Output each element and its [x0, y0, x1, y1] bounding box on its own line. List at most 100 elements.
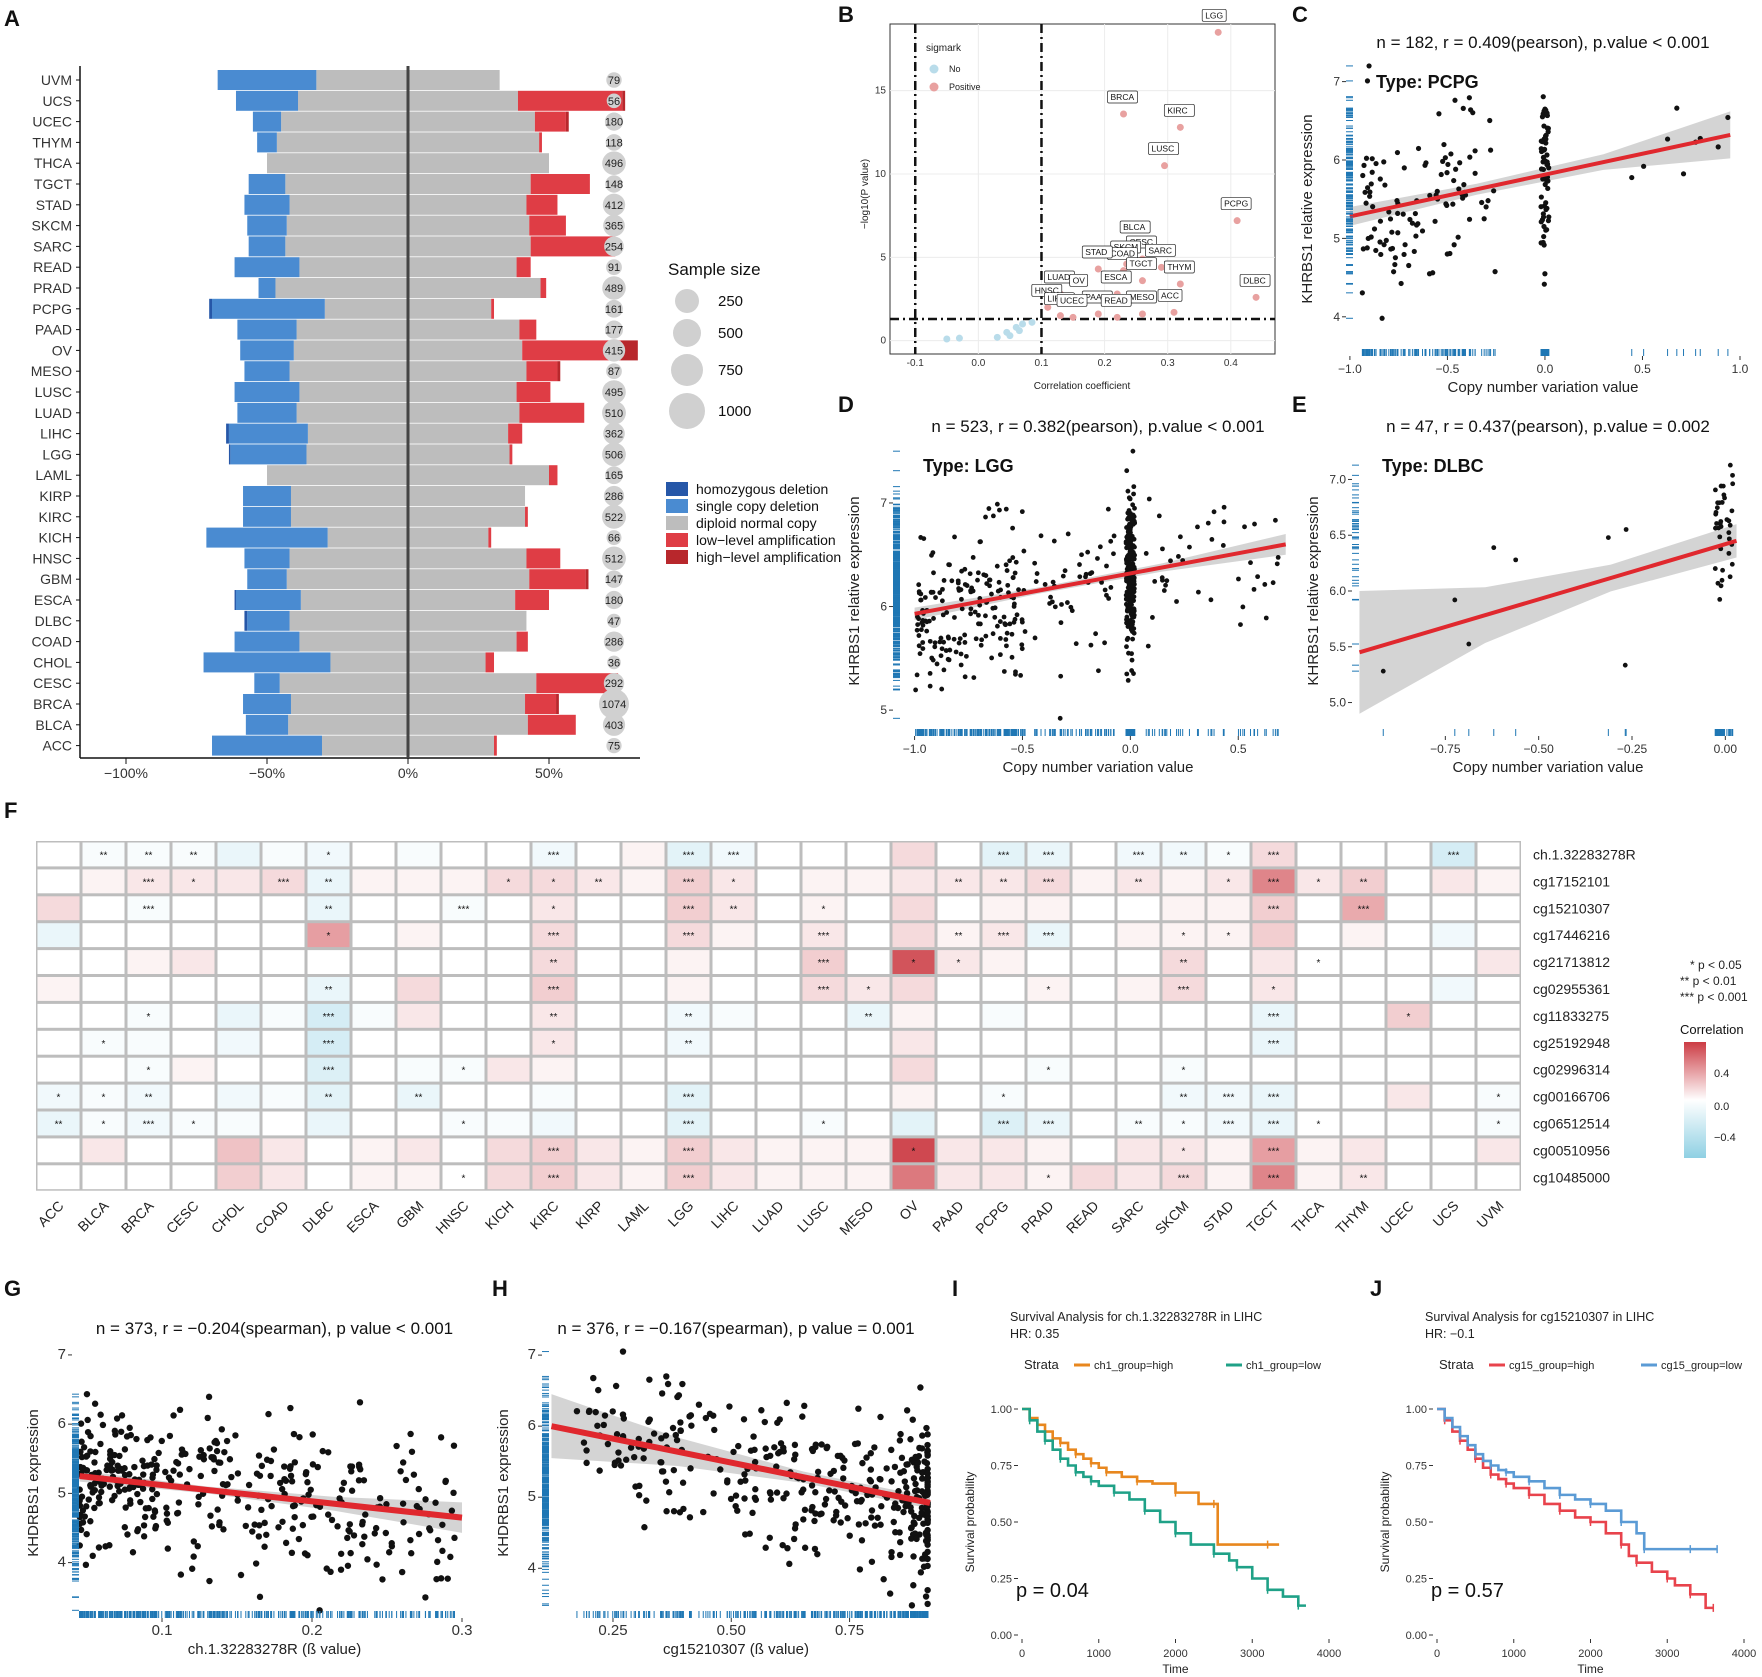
panel-letter-f: F: [4, 798, 17, 823]
f-cell-significance: **: [325, 904, 333, 915]
c-point: [1541, 281, 1547, 287]
h-point: [791, 1525, 799, 1532]
c-point: [1440, 158, 1446, 164]
c-point: [1377, 218, 1384, 224]
panel-a-cnv-bar-chart: UVMUCSUCECTHYMTHCATGCTSTADSKCMSARCREADPR…: [31, 66, 841, 781]
c-point: [1545, 129, 1551, 135]
f-cell: [1387, 1003, 1430, 1028]
f-cell: [1477, 1084, 1520, 1109]
f-cell: [532, 1003, 575, 1028]
d-point: [921, 536, 927, 542]
f-cell: [757, 1084, 800, 1109]
g-point: [261, 1543, 268, 1550]
d-point: [1252, 521, 1257, 527]
f-cell-significance: *: [822, 1119, 826, 1130]
h-point: [859, 1459, 866, 1467]
h-point: [809, 1503, 816, 1511]
f-cell: [397, 950, 440, 974]
h-point: [726, 1403, 733, 1410]
d-point: [1129, 657, 1135, 663]
f-cell: [307, 842, 350, 867]
g-point: [111, 1492, 118, 1500]
f-cell: [442, 977, 485, 1001]
d-point: [941, 578, 947, 583]
panel-letter-e: E: [1292, 392, 1307, 417]
f-cell: [757, 1138, 800, 1163]
h-point: [751, 1494, 759, 1502]
f-cell: [442, 950, 485, 974]
f-cell-significance: ***: [683, 1093, 695, 1104]
d-point: [1129, 519, 1135, 525]
a-size-legend-label: 750: [718, 362, 743, 379]
c-x-tick-label: −0.5: [1436, 362, 1460, 376]
g-point: [385, 1549, 393, 1556]
b-legend-key-positive: [929, 82, 939, 92]
g-point: [149, 1495, 156, 1503]
c-point: [1544, 227, 1550, 233]
d-point: [1042, 582, 1048, 587]
h-point: [780, 1494, 787, 1502]
g-point: [197, 1472, 205, 1480]
d-point: [1127, 599, 1133, 605]
h-point: [615, 1457, 622, 1464]
g-point: [176, 1471, 183, 1478]
f-cell: [1477, 1165, 1520, 1190]
f-cell-significance: ***: [1268, 1093, 1280, 1104]
h-point: [679, 1380, 686, 1388]
g-point: [221, 1448, 228, 1456]
c-point: [1362, 189, 1368, 195]
g-point: [118, 1467, 126, 1474]
a-bar-single-deletion-stad: [244, 194, 290, 215]
f-cell: [352, 1057, 395, 1082]
h-point: [919, 1432, 926, 1439]
a-bar-low-amplification-pcpg: [491, 298, 495, 319]
a-bar-single-deletion-thym: [257, 132, 277, 153]
g-point: [371, 1530, 378, 1537]
b-label-box: [1157, 288, 1183, 302]
f-cell: [487, 1030, 530, 1055]
f-cell: [307, 977, 350, 1001]
f-cell: [712, 1030, 755, 1055]
f-cell-significance: *: [552, 1039, 556, 1050]
g-point: [291, 1513, 298, 1521]
g-point: [222, 1481, 230, 1489]
g-point: [95, 1494, 103, 1501]
c-point: [1452, 97, 1458, 103]
g-point: [223, 1437, 231, 1445]
d-point: [1058, 673, 1064, 679]
d-point: [1146, 496, 1152, 502]
d-point: [1006, 590, 1011, 596]
h-point: [666, 1489, 673, 1496]
f-cell: [1027, 977, 1070, 1001]
f-cell: [127, 923, 170, 948]
f-cell: [127, 1165, 170, 1190]
f-cell: [1027, 1084, 1070, 1109]
c-point: [1444, 170, 1450, 176]
a-sample-size-label: 292: [605, 678, 623, 690]
d-type-annotation: Type: LGG: [923, 456, 1014, 476]
g-point: [328, 1516, 336, 1524]
c-point: [1402, 242, 1408, 248]
d-point: [957, 636, 963, 642]
d-x-tick-label: 0.5: [1230, 742, 1247, 756]
f-cell: [712, 977, 755, 1001]
g-point: [129, 1549, 137, 1556]
b-point-thym: [1176, 280, 1184, 288]
h-point: [730, 1448, 737, 1456]
a-bar-single-deletion-cesc: [254, 673, 280, 694]
d-point: [934, 661, 940, 667]
f-cell: [532, 923, 575, 948]
f-cell: [847, 869, 890, 894]
f-cell: [712, 1057, 755, 1082]
f-cell: [262, 1003, 305, 1028]
e-point: [1730, 472, 1735, 478]
g-regression-line: [79, 1473, 463, 1521]
f-cell: [1387, 1084, 1430, 1109]
e-point: [1380, 668, 1386, 674]
a-fill-legend-key: [666, 550, 688, 564]
c-point: [1460, 195, 1466, 201]
d-point: [1124, 617, 1129, 622]
f-cell: [1027, 896, 1070, 921]
b-point-pcpg: [1233, 217, 1241, 225]
